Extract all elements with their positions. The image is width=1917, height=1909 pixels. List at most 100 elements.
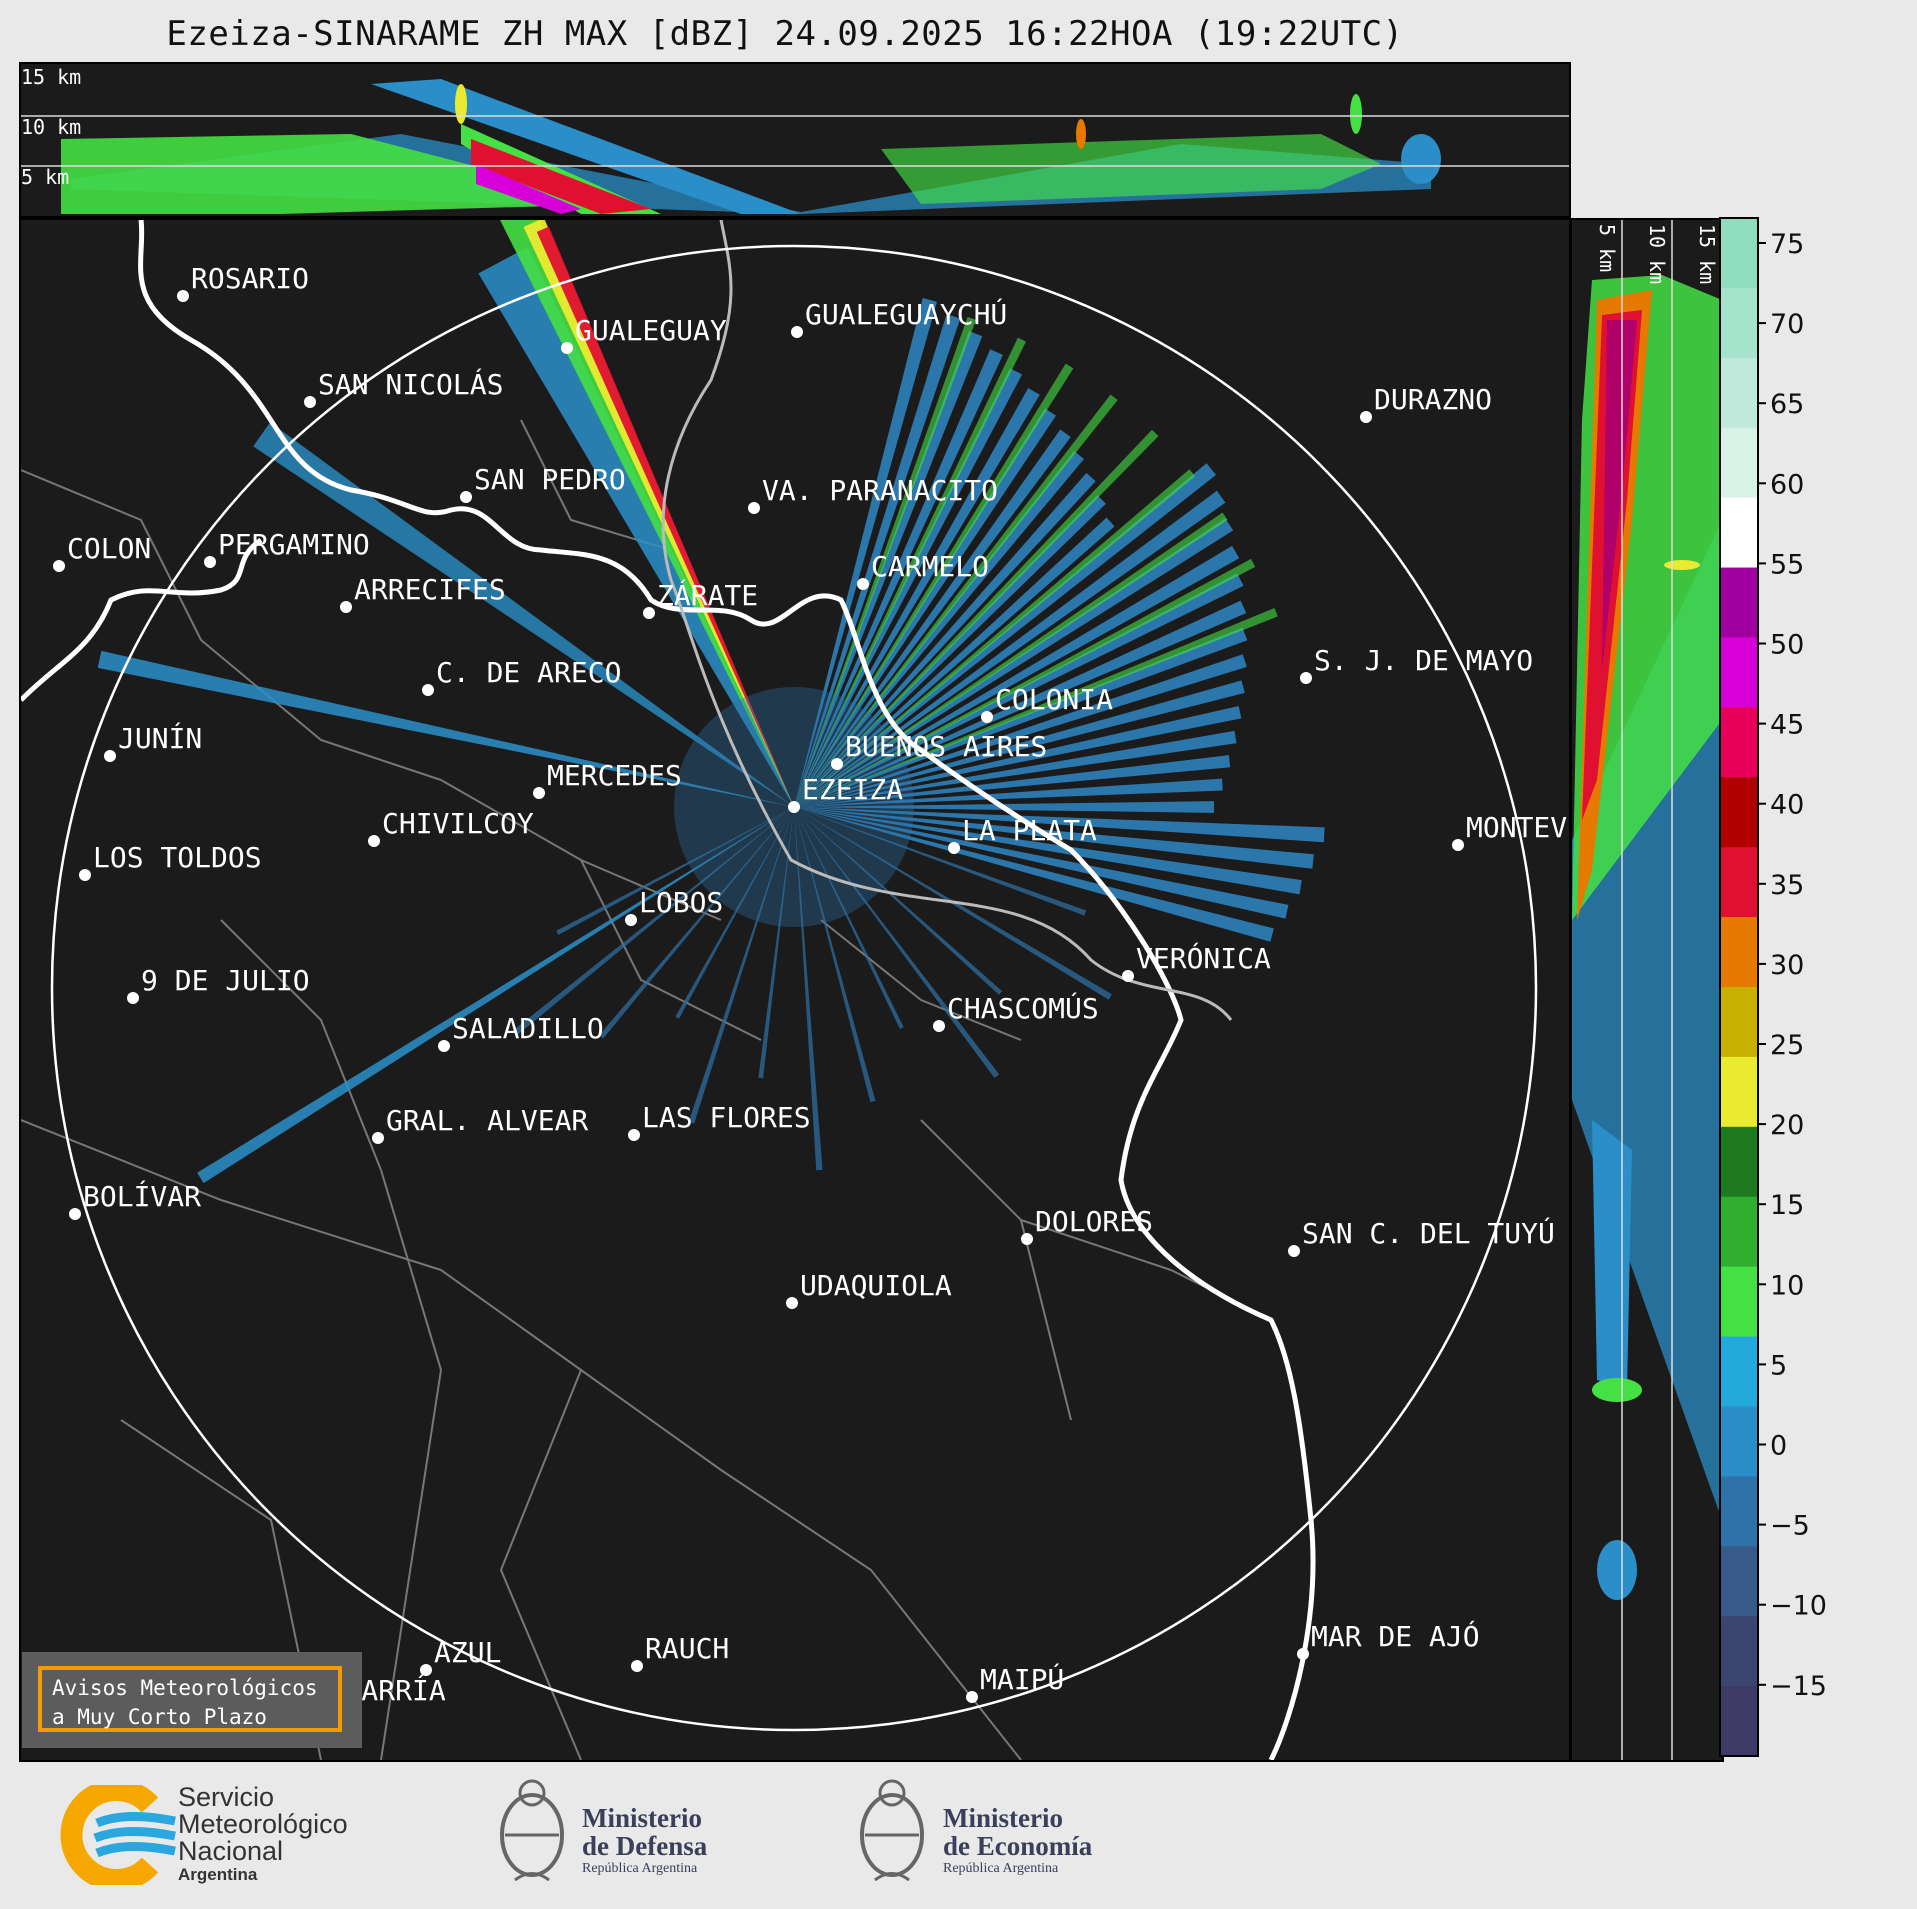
avisos-box: Avisos Meteorológicos a Muy Corto Plazo [22, 1652, 362, 1748]
city-marker-san-nicolas [304, 396, 316, 408]
economia-coat-of-arms-icon [860, 1779, 924, 1882]
colorbar-tick-label: −5 [1770, 1511, 1810, 1542]
colorbar-bands [1720, 218, 1758, 1757]
smn-line-4: Argentina [178, 1865, 258, 1884]
radar-map: ROSARIO GUALEGUAYCHÚ GUALEGUAY SAN NICOLÁS D… [21, 220, 1569, 1760]
city-marker-los-toldos [79, 869, 91, 881]
city-marker-azul [420, 1664, 432, 1676]
city-marker-saladillo [438, 1040, 450, 1052]
city-label-va-paranacito: VA. PARANACITO [762, 474, 998, 507]
city-marker-zarate [643, 607, 655, 619]
colorbar-tick-label: 20 [1770, 1110, 1804, 1141]
colorbar-tick-label: −10 [1770, 1591, 1827, 1622]
city-marker-gualeguaychu [791, 326, 803, 338]
economia-logo-text: Ministerio de Economía República Argenti… [943, 1804, 1092, 1878]
top-cross-section-panel: 15 km 10 km 5 km [19, 62, 1571, 218]
city-label-gral-alvear: GRAL. ALVEAR [386, 1104, 588, 1137]
defensa-line-1: Ministerio [582, 1803, 702, 1833]
city-marker-c-de-areco [422, 684, 434, 696]
top-km-label-10: 10 km [21, 115, 81, 139]
defensa-logo-text: Ministerio de Defensa República Argentin… [582, 1804, 707, 1878]
city-marker-chascomus [933, 1020, 945, 1032]
top-km-label-15: 15 km [21, 65, 81, 89]
colorbar-tick-label: 50 [1770, 630, 1804, 661]
city-label-lobos: LOBOS [639, 886, 723, 919]
city-marker-colon [53, 560, 65, 572]
radar-echoes [97, 220, 1325, 1184]
city-marker-lobos [625, 914, 637, 926]
city-marker-gral-alvear [372, 1132, 384, 1144]
city-marker-s-j-de-mayo [1300, 672, 1312, 684]
colorbar-band [1720, 777, 1758, 848]
colorbar-band [1720, 1616, 1758, 1687]
city-label-dolores: DOLORES [1035, 1205, 1153, 1238]
avisos-line-1: Avisos Meteorológicos [52, 1676, 318, 1700]
colorbar-tick-label: 10 [1770, 1270, 1804, 1301]
defensa-line-3: República Argentina [582, 1861, 698, 1876]
side-km-label-15: 15 km [1695, 224, 1719, 284]
city-label-colon: COLON [67, 532, 151, 565]
colorbar-tick-label: 75 [1770, 229, 1804, 260]
city-marker-9-de-julio [127, 992, 139, 1004]
colorbar-tick-label: 55 [1770, 549, 1804, 580]
city-label-montevideo: MONTEVIDEO [1466, 811, 1569, 844]
colorbar-band [1720, 218, 1758, 289]
city-label-azul: AZUL [434, 1636, 501, 1669]
city-markers: ROSARIO GUALEGUAYCHÚ GUALEGUAY SAN NICOLÁS D… [53, 262, 1569, 1714]
colorbar-band [1720, 707, 1758, 778]
map-title: Ezeiza-SINARAME ZH MAX [dBZ] 24.09.2025 … [166, 14, 1404, 54]
colorbar-band [1720, 1126, 1758, 1198]
top-km-label-5: 5 km [21, 165, 69, 189]
city-marker-bolivar [69, 1208, 81, 1220]
colorbar-band [1720, 1196, 1758, 1268]
city-label-udaquiola: UDAQUIOLA [800, 1269, 952, 1302]
city-marker-mercedes [533, 787, 545, 799]
city-marker-pergamino [204, 556, 216, 568]
colorbar-band [1720, 637, 1758, 708]
city-label-carmelo: CARMELO [871, 550, 989, 583]
side-cross-section: 5 km 10 km 15 km [1572, 220, 1722, 1760]
colorbar-tick-label: 45 [1770, 710, 1804, 741]
city-label-bolivar: BOLÍVAR [83, 1179, 201, 1213]
city-marker-mar-de-ajo [1297, 1648, 1309, 1660]
side-km-label-10: 10 km [1645, 224, 1669, 284]
colorbar-tick-label: 5 [1770, 1350, 1787, 1381]
colorbar-tick-label: −15 [1770, 1671, 1827, 1702]
city-marker-va-paranacito [748, 502, 760, 514]
city-marker-buenos-aires [831, 758, 843, 770]
radar-map-panel: ROSARIO GUALEGUAYCHÚ GUALEGUAY SAN NICOLÁS D… [19, 218, 1571, 1762]
city-marker-maipu [966, 1691, 978, 1703]
city-label-san-pedro: SAN PEDRO [474, 463, 626, 496]
city-label-san-c-del-tuyu: SAN C. DEL TUYÚ [1302, 1216, 1555, 1250]
colorbar-band [1720, 1266, 1758, 1338]
city-marker-carmelo [857, 578, 869, 590]
city-label-ezeiza: EZEIZA [802, 773, 903, 806]
city-marker-ezeiza [788, 801, 800, 813]
smn-line-1: Servicio [178, 1782, 275, 1812]
city-label-pergamino: PERGAMINO [218, 528, 370, 561]
smn-line-3: Nacional [178, 1836, 284, 1866]
city-marker-gualeguay [561, 342, 573, 354]
city-marker-veronica [1122, 970, 1134, 982]
city-label-gualeguay: GUALEGUAY [575, 314, 727, 347]
city-label-arrecifes: ARRECIFES [354, 573, 506, 606]
city-label-rosario: ROSARIO [191, 262, 309, 295]
city-marker-la-plata [948, 842, 960, 854]
avisos-frame: Avisos Meteorológicos a Muy Corto Plazo [38, 1666, 342, 1732]
city-label-rauch: RAUCH [645, 1632, 729, 1665]
side-cross-section-panel: 5 km 10 km 15 km [1570, 218, 1724, 1762]
city-label-la-plata: LA PLATA [962, 814, 1097, 847]
city-label-c-de-areco: C. DE ARECO [436, 656, 621, 689]
city-marker-san-c-del-tuyu [1288, 1245, 1300, 1257]
colorbar-band [1720, 1686, 1758, 1757]
city-marker-arrecifes [340, 601, 352, 613]
colorbar-band [1720, 1056, 1758, 1128]
coastline [138, 220, 1316, 1760]
colorbar-tick-label: 40 [1770, 790, 1804, 821]
colorbar-band [1720, 567, 1758, 638]
city-label-buenos-aires: BUENOS AIRES [845, 730, 1047, 763]
city-label-los-toldos: LOS TOLDOS [93, 841, 262, 874]
city-marker-colonia [981, 711, 993, 723]
